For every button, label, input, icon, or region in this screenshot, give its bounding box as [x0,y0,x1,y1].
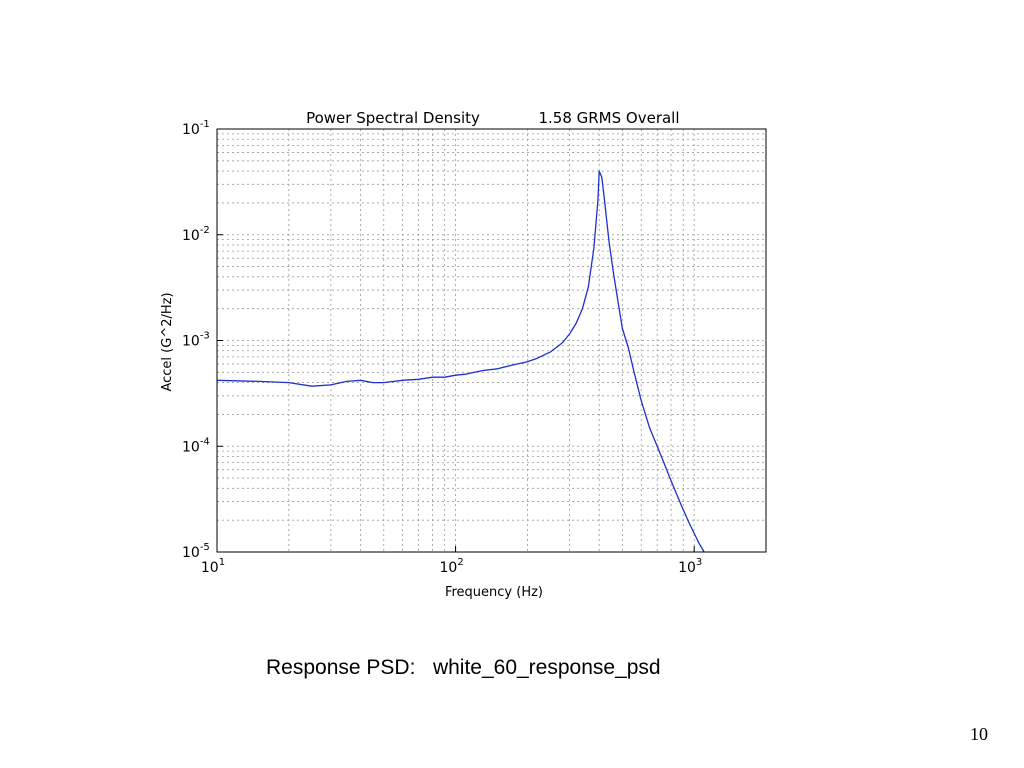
slide-number: 10 [970,724,988,744]
caption-label: Response PSD: [266,656,416,679]
y-tick-exponent: -4 [200,436,210,447]
y-tick-base: 10 [182,545,200,561]
y-tick-exponent: -1 [200,119,210,130]
chart-title: Power Spectral Density [306,109,480,127]
y-tick-label: 10-1 [182,119,210,138]
x-tick-label: 101 [201,557,225,576]
grid [216,128,767,553]
y-tick-base: 10 [182,122,200,138]
y-tick-label: 10-2 [182,225,210,244]
y-tick-exponent: -5 [200,542,210,553]
series-line-0 [216,170,705,553]
y-tick-label: 10-5 [182,542,210,561]
x-tick-base: 10 [678,560,696,576]
y-axis-label: Accel (G^2/Hz) [160,292,175,391]
x-tick-base: 10 [201,560,219,576]
y-tick-exponent: -2 [200,225,210,236]
y-tick-base: 10 [182,439,200,455]
y-axis-ticks: 10-110-210-310-410-5 [182,119,223,561]
x-tick-exponent: 2 [457,557,463,568]
x-tick-label: 103 [678,557,702,576]
chart-subtitle: 1.58 GRMS Overall [538,109,679,127]
x-axis-ticks: 101 102 103 [201,546,702,576]
x-axis-label: Frequency (Hz) [445,585,543,600]
series-layer [216,170,705,553]
caption-value: white_60_response_psd [432,656,661,679]
caption: Response PSD: white_60_response_psd [266,656,661,680]
x-tick-exponent: 3 [696,557,702,568]
y-tick-label: 10-4 [182,436,210,455]
x-tick-exponent: 1 [219,557,225,568]
y-tick-base: 10 [182,334,200,350]
y-tick-exponent: -3 [200,331,210,342]
psd-chart: Power Spectral Density 1.58 GRMS Overall… [160,109,767,600]
plot-frame [216,128,767,553]
y-tick-label: 10-3 [182,331,210,350]
x-tick-base: 10 [439,560,457,576]
x-tick-label: 102 [439,557,463,576]
y-tick-base: 10 [182,228,200,244]
